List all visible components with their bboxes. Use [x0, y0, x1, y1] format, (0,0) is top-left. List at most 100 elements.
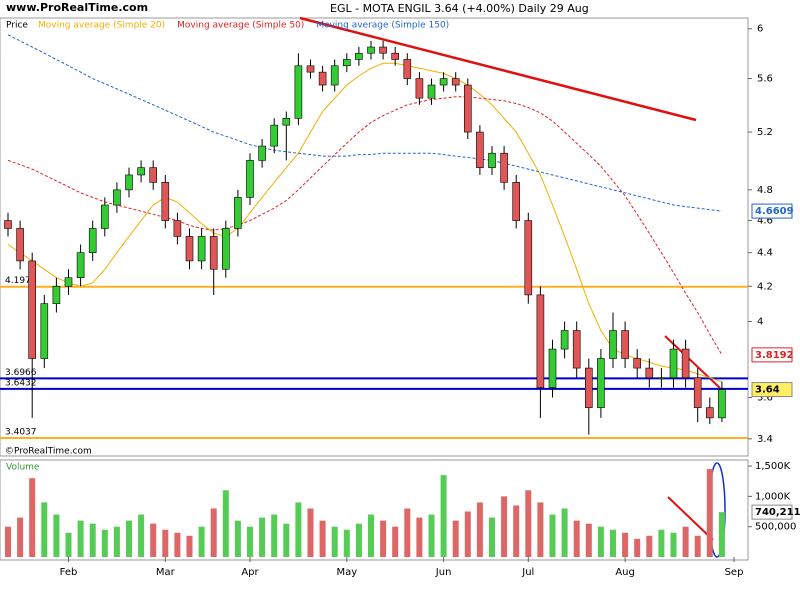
last-volume-box	[751, 504, 793, 520]
ma150-value-box	[751, 203, 793, 219]
candle-body	[536, 294, 545, 388]
candle-body	[718, 389, 726, 419]
volume-bar	[295, 502, 302, 557]
candle-body	[4, 220, 12, 229]
volume-bar	[186, 535, 193, 557]
candle-body	[16, 228, 24, 262]
volume-trendline	[667, 496, 714, 541]
candle-body	[125, 174, 133, 191]
candle-body	[40, 303, 49, 359]
candle-body	[669, 348, 678, 379]
y-tick-label: 5.6	[757, 74, 773, 85]
volume-bar	[404, 508, 411, 557]
x-tick-label: Mar	[156, 567, 176, 578]
candle-body	[415, 78, 424, 99]
candle-body	[76, 252, 85, 279]
volume-bar	[113, 526, 120, 557]
candle-body	[161, 182, 170, 221]
x-tick-label: Apr	[241, 567, 259, 578]
volume-bar	[440, 475, 447, 557]
level-label: 3.6966	[5, 368, 37, 378]
candle-body	[64, 277, 73, 287]
y-tick-label: 3.6	[757, 393, 773, 404]
volume-bar	[283, 523, 290, 557]
candle-body	[657, 377, 666, 380]
candle-body	[524, 220, 533, 296]
trendline	[299, 16, 697, 122]
candle-body	[403, 59, 412, 79]
x-tick-label: Sep	[725, 567, 744, 578]
volume-tick-label: 1,500K	[755, 461, 791, 472]
volume-bar	[682, 526, 689, 557]
volume-bar	[247, 526, 253, 557]
ma50-value: 3.8192	[755, 350, 794, 361]
candle-body	[693, 377, 702, 408]
candle-body	[439, 78, 448, 86]
volume-bar	[222, 490, 229, 557]
y-tick-label: 4.4	[757, 248, 773, 259]
candle-body	[330, 65, 339, 86]
volume-bar	[174, 532, 181, 557]
candle-body	[197, 236, 206, 262]
candle-body	[597, 358, 605, 408]
volume-bar	[646, 535, 653, 557]
candle-body	[318, 71, 327, 86]
y-tick-label: 4.6	[757, 216, 773, 227]
y-tick-label: 5.2	[757, 127, 773, 138]
y-tick-label: 4	[757, 316, 763, 327]
candle-body	[149, 167, 157, 183]
volume-bar	[501, 496, 508, 557]
candle-body	[173, 220, 182, 237]
last-volume: 740,211	[755, 507, 800, 518]
volume-bar	[718, 512, 725, 557]
candle-body	[476, 131, 484, 168]
volume-bar	[331, 526, 338, 557]
volume-label: Volume	[6, 463, 40, 473]
volume-bar	[525, 490, 532, 557]
candle-body	[560, 330, 569, 350]
volume-bar	[610, 529, 616, 557]
candle-body	[463, 84, 472, 133]
candle-body	[185, 236, 194, 262]
candle-body	[512, 182, 521, 221]
copyright: ©ProRealTime.com	[5, 447, 92, 457]
candle-body	[222, 228, 230, 270]
candle-body	[681, 348, 690, 379]
legend-entry: Moving average (Simple 20)	[38, 21, 165, 31]
ma150-value: 4.6609	[755, 206, 794, 217]
volume-bar	[355, 523, 362, 557]
volume-bar	[234, 520, 241, 557]
candle-body	[451, 78, 460, 86]
candle-body	[282, 118, 291, 126]
volume-bar	[694, 535, 701, 557]
volume-bar	[634, 538, 641, 557]
candle-body	[705, 407, 714, 419]
volume-bar	[489, 517, 495, 557]
candle-body	[113, 189, 121, 206]
volume-bar	[561, 508, 568, 557]
candle-body	[101, 204, 109, 229]
volume-bar	[537, 502, 544, 557]
volume-bar	[464, 511, 471, 557]
volume-bar	[706, 469, 713, 557]
candle-body	[427, 84, 436, 99]
candle-body	[258, 145, 266, 161]
x-tick-label: May	[336, 567, 357, 578]
volume-bar	[549, 514, 556, 557]
volume-bar	[307, 508, 314, 557]
volume-bar	[513, 505, 520, 557]
candle-body	[645, 367, 654, 379]
price-panel	[0, 17, 749, 457]
candle-body	[355, 52, 363, 60]
volume-bar	[5, 526, 11, 557]
volume-bar	[198, 526, 205, 557]
legend-price: Price	[6, 21, 28, 31]
volume-bar	[29, 478, 36, 557]
volume-bar	[670, 532, 677, 557]
candle-body	[609, 330, 617, 359]
volume-bar	[416, 517, 423, 557]
legend-entry: Moving average (Simple 150)	[316, 21, 449, 31]
volume-tick-label: 1,000K	[755, 491, 791, 502]
level-label: 4.1973	[5, 276, 37, 286]
